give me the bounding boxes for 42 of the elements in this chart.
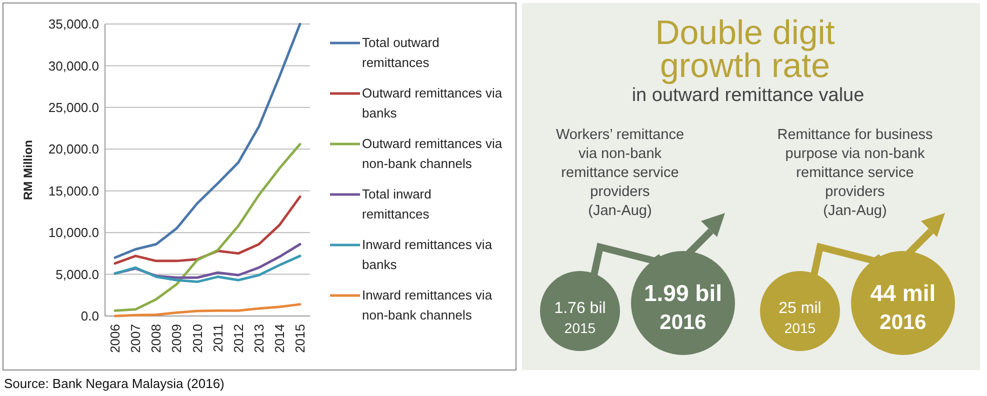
text: Double digit growth rate (655, 14, 836, 85)
text: 25 mil (778, 300, 822, 317)
x-tick-label: 2014 (272, 324, 287, 353)
x-tick-label: 2011 (210, 324, 226, 352)
text: 1.99 bil (644, 280, 722, 306)
x-tick-label: 2012 (230, 324, 246, 353)
text: Remittance for business purpose via non-bank remittance service providers (777, 127, 933, 200)
legend-label: Total outward remittances (362, 35, 440, 70)
line-series (114, 303, 302, 318)
x-tick-label: 2013 (251, 324, 266, 353)
x-tick-label: 2007 (128, 324, 144, 353)
x-tick-label: 2010 (190, 324, 205, 353)
x-tick-label: 2008 (148, 324, 164, 353)
legend-label: Inward remittances via banks (362, 237, 493, 272)
line-series (114, 142, 302, 312)
x-tick-label: 2015 (292, 324, 308, 353)
text: 1.76 bil (554, 300, 606, 317)
y-tick-label: 0.0 (80, 308, 99, 324)
x-tick-label: 2009 (169, 324, 184, 353)
y-tick-label: 10,000.0 (48, 225, 99, 240)
source-note: Source: Bank Negara Malaysia (2016) (4, 376, 224, 391)
text: in outward remittance value (632, 85, 864, 106)
y-tick-label: 20,000.0 (48, 142, 99, 157)
legend-label: Outward remittances via non-bank channels (362, 136, 503, 171)
y-axis-title: RM Million (21, 140, 35, 200)
text: 2016 (880, 311, 926, 334)
text: 2016 (660, 311, 706, 334)
line-series (114, 254, 302, 284)
legend-label: Total inward remittances (362, 186, 432, 222)
text: 44 mil (870, 280, 936, 306)
y-tick-label: 15,000.0 (48, 183, 99, 198)
text: Workers’ remittance via non-bank remittance service providers (556, 127, 684, 200)
y-tick-label: 25,000.0 (48, 100, 99, 115)
y-tick-label: 30,000.0 (48, 58, 99, 74)
x-tick-label: 2006 (108, 324, 123, 353)
legend-label: Outward remittances via banks (362, 86, 503, 120)
text: (Jan-Aug) (823, 203, 887, 219)
legend-label: Inward remittances via non-bank channels (362, 288, 493, 322)
y-tick-label: 35,000.0 (48, 16, 99, 32)
y-tick-label: 5,000.0 (56, 266, 99, 282)
text: (Jan-Aug) (588, 203, 652, 219)
line-series (114, 22, 302, 259)
